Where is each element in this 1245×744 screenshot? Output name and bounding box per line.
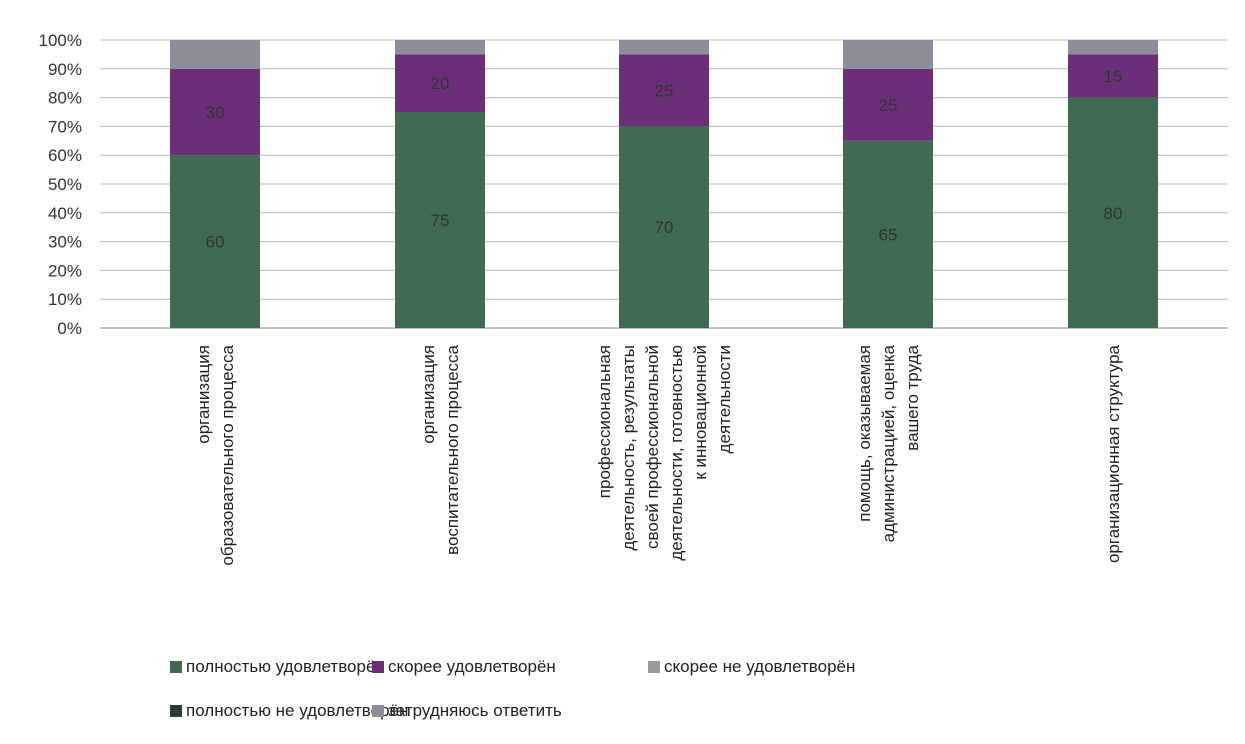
legend-swatch — [170, 661, 182, 673]
bar-segment — [170, 68, 260, 156]
legend-item: скорее удовлетворён — [372, 657, 556, 676]
category-label: организация воспитательного процесса — [419, 344, 462, 554]
bar-segment — [619, 126, 709, 329]
y-tick-label: 70% — [48, 117, 82, 136]
legend-item: полностью удовлетворён — [170, 657, 385, 676]
data-label: 60 — [206, 233, 225, 252]
bar-segment — [1068, 40, 1158, 55]
data-label: 30 — [206, 103, 225, 122]
legend: полностью удовлетворён скорее удовлетворё… — [170, 657, 855, 720]
legend-swatch — [648, 661, 660, 673]
category-label: профессиональная деятельность, результаты… — [595, 345, 734, 561]
legend-label: скорее не удовлетворён — [664, 657, 855, 676]
y-axis-ticks: 0% 10% 20% 30% 40% 50% 60% 70% 80% 90% 100% — [39, 31, 82, 338]
y-tick-label: 20% — [48, 261, 82, 280]
bar-segment — [843, 40, 933, 69]
bar-segment — [843, 140, 933, 328]
category-labels: организация образовательного процесса орга… — [194, 344, 1123, 565]
category-label: организация образовательного процесса — [194, 344, 237, 565]
legend-label: полностью не удовлетворён — [186, 701, 408, 720]
legend-label: полностью удовлетворён — [186, 657, 385, 676]
bars — [170, 40, 1158, 329]
bar-segment — [1068, 54, 1158, 98]
legend-item: полностью не удовлетворён — [170, 701, 408, 720]
category-label-line: воспитательного процесса — [443, 344, 462, 554]
category-label-line: профессиональная — [595, 345, 614, 498]
y-tick-label: 10% — [48, 290, 82, 309]
data-label: 70 — [655, 218, 674, 237]
data-label: 25 — [655, 81, 674, 100]
legend-item: скорее не удовлетворён — [648, 657, 855, 676]
bar-segment — [619, 54, 709, 127]
category-label: помощь, оказываемая администрацией, оценк… — [855, 344, 922, 542]
category-label-line: своей профессиональной — [643, 345, 662, 549]
legend-swatch — [170, 705, 182, 717]
category-label-line: организация — [194, 345, 213, 444]
bar-segment — [619, 40, 709, 55]
category-label: организационная структура — [1104, 344, 1123, 563]
y-tick-label: 80% — [48, 89, 82, 108]
data-label: 80 — [1104, 204, 1123, 223]
legend-item: затрудняюсь ответить — [372, 701, 562, 720]
bar-segment — [843, 68, 933, 141]
category-label-line: администрацией, оценка — [879, 344, 898, 542]
y-tick-label: 30% — [48, 233, 82, 252]
bar-segment — [170, 40, 260, 69]
data-label: 15 — [1104, 67, 1123, 86]
bar-segment — [395, 40, 485, 55]
data-label: 20 — [431, 74, 450, 93]
category-label-line: организация — [419, 345, 438, 444]
category-label-line: образовательного процесса — [218, 344, 237, 565]
category-label-line: организационная структура — [1104, 344, 1123, 563]
data-label: 25 — [879, 96, 898, 115]
legend-swatch — [372, 705, 384, 717]
legend-label: скорее удовлетворён — [388, 657, 556, 676]
y-tick-label: 40% — [48, 204, 82, 223]
data-label: 65 — [879, 225, 898, 244]
category-label-line: вашего труда — [903, 344, 922, 450]
y-tick-label: 60% — [48, 146, 82, 165]
bar-segment — [395, 54, 485, 112]
legend-swatch — [372, 661, 384, 673]
category-label-line: деятельности — [715, 345, 734, 453]
bar-segment — [1068, 97, 1158, 328]
y-tick-label: 90% — [48, 60, 82, 79]
y-tick-label: 50% — [48, 175, 82, 194]
category-label-line: деятельность, результаты — [619, 345, 638, 551]
legend-label: затрудняюсь ответить — [388, 701, 562, 720]
data-labels: 60 30 75 20 70 25 65 25 80 15 — [206, 67, 1123, 252]
y-tick-label: 100% — [39, 31, 82, 50]
category-label-line: к инновационной — [691, 345, 710, 480]
category-label-line: деятельности, готовностью — [667, 345, 686, 561]
category-label-line: помощь, оказываемая — [855, 345, 874, 522]
bar-segment — [395, 112, 485, 328]
data-label: 75 — [431, 211, 450, 230]
y-tick-label: 0% — [57, 319, 82, 338]
bar-segment — [170, 155, 260, 328]
